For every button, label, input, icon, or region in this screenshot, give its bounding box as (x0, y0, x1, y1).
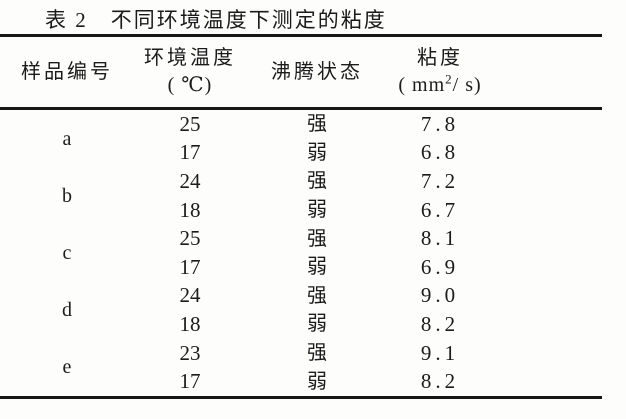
boiling-cell: 强 (307, 113, 327, 136)
boiling-cell: 弱 (307, 199, 327, 222)
temperature-cell: 17 (179, 369, 201, 394)
table-row: 18 弱 6.7 (0, 196, 602, 225)
boiling-cell: 弱 (307, 370, 327, 393)
viscosity-cell: 8.2 (420, 311, 460, 336)
column-header-viscosity-unit: ( mm2/ s) (398, 71, 482, 96)
column-header-temperature: 环境温度 ( ℃) (134, 36, 246, 109)
table-row: a 25 强 7.8 (0, 109, 602, 148)
boiling-cell: 弱 (307, 256, 327, 279)
superscript-2: 2 (445, 71, 453, 87)
table-row: 18 弱 8.2 (0, 310, 602, 339)
spacer-cell (492, 167, 602, 224)
sample-label: a (62, 127, 72, 150)
column-header-boiling: 沸腾状态 (246, 36, 388, 109)
viscosity-cell: 7.2 (420, 168, 460, 193)
viscosity-cell: 6.7 (420, 197, 460, 222)
viscosity-table: 样品编号 环境温度 ( ℃) 沸腾状态 粘度 ( mm2/ s) a (0, 34, 602, 399)
spacer-cell (492, 224, 602, 281)
viscosity-cell: 7.8 (420, 111, 460, 136)
spacer-cell (492, 282, 602, 339)
boiling-cell: 强 (307, 284, 327, 307)
temperature-cell: 23 (179, 340, 201, 365)
table-row: b 24 强 7.2 (0, 167, 602, 206)
viscosity-cell: 9.0 (420, 283, 460, 308)
viscosity-cell: 8.2 (420, 369, 460, 394)
sample-label: b (62, 184, 72, 207)
column-header-temperature-unit: ( ℃) (167, 74, 213, 96)
viscosity-cell: 6.8 (420, 140, 460, 165)
spacer-cell (492, 109, 602, 168)
boiling-cell: 弱 (307, 313, 327, 336)
spacer-cell (492, 339, 602, 398)
column-header-sample-label: 样品编号 (21, 60, 113, 83)
sample-label: e (62, 356, 72, 379)
boiling-cell: 弱 (307, 141, 327, 164)
boiling-cell: 强 (307, 227, 327, 250)
viscosity-cell: 6.9 (420, 254, 460, 279)
table-row: 17 弱 6.8 (0, 139, 602, 168)
table-row: c 25 强 8.1 (0, 224, 602, 263)
table-caption: 表 2 不同环境温度下测定的粘度 (45, 8, 387, 32)
column-header-temperature-label: 环境温度 (144, 47, 236, 69)
viscosity-cell: 9.1 (420, 340, 460, 365)
table-row: 17 弱 8.2 (0, 367, 602, 397)
column-header-sample: 样品编号 (0, 36, 134, 109)
viscosity-cell: 8.1 (420, 226, 460, 251)
table-row: 17 弱 6.9 (0, 253, 602, 282)
table-header-row: 样品编号 环境温度 ( ℃) 沸腾状态 粘度 ( mm2/ s) (0, 36, 602, 109)
table-row: e 23 强 9.1 (0, 339, 602, 377)
temperature-cell: 18 (179, 197, 201, 222)
table-row: d 24 强 9.0 (0, 282, 602, 320)
temperature-cell: 25 (179, 226, 201, 251)
sample-label: c (62, 241, 72, 264)
sample-label: d (62, 299, 72, 322)
temperature-cell: 24 (179, 283, 201, 308)
column-header-viscosity: 粘度 ( mm2/ s) (388, 36, 492, 109)
column-header-viscosity-label: 粘度 (417, 47, 463, 69)
column-header-boiling-label: 沸腾状态 (271, 60, 363, 83)
temperature-cell: 18 (179, 311, 201, 336)
temperature-cell: 24 (179, 168, 201, 193)
temperature-cell: 25 (179, 111, 201, 136)
boiling-cell: 强 (307, 170, 327, 193)
temperature-cell: 17 (179, 140, 201, 165)
boiling-cell: 强 (307, 342, 327, 365)
temperature-cell: 17 (179, 254, 201, 279)
column-spacer (492, 36, 602, 109)
